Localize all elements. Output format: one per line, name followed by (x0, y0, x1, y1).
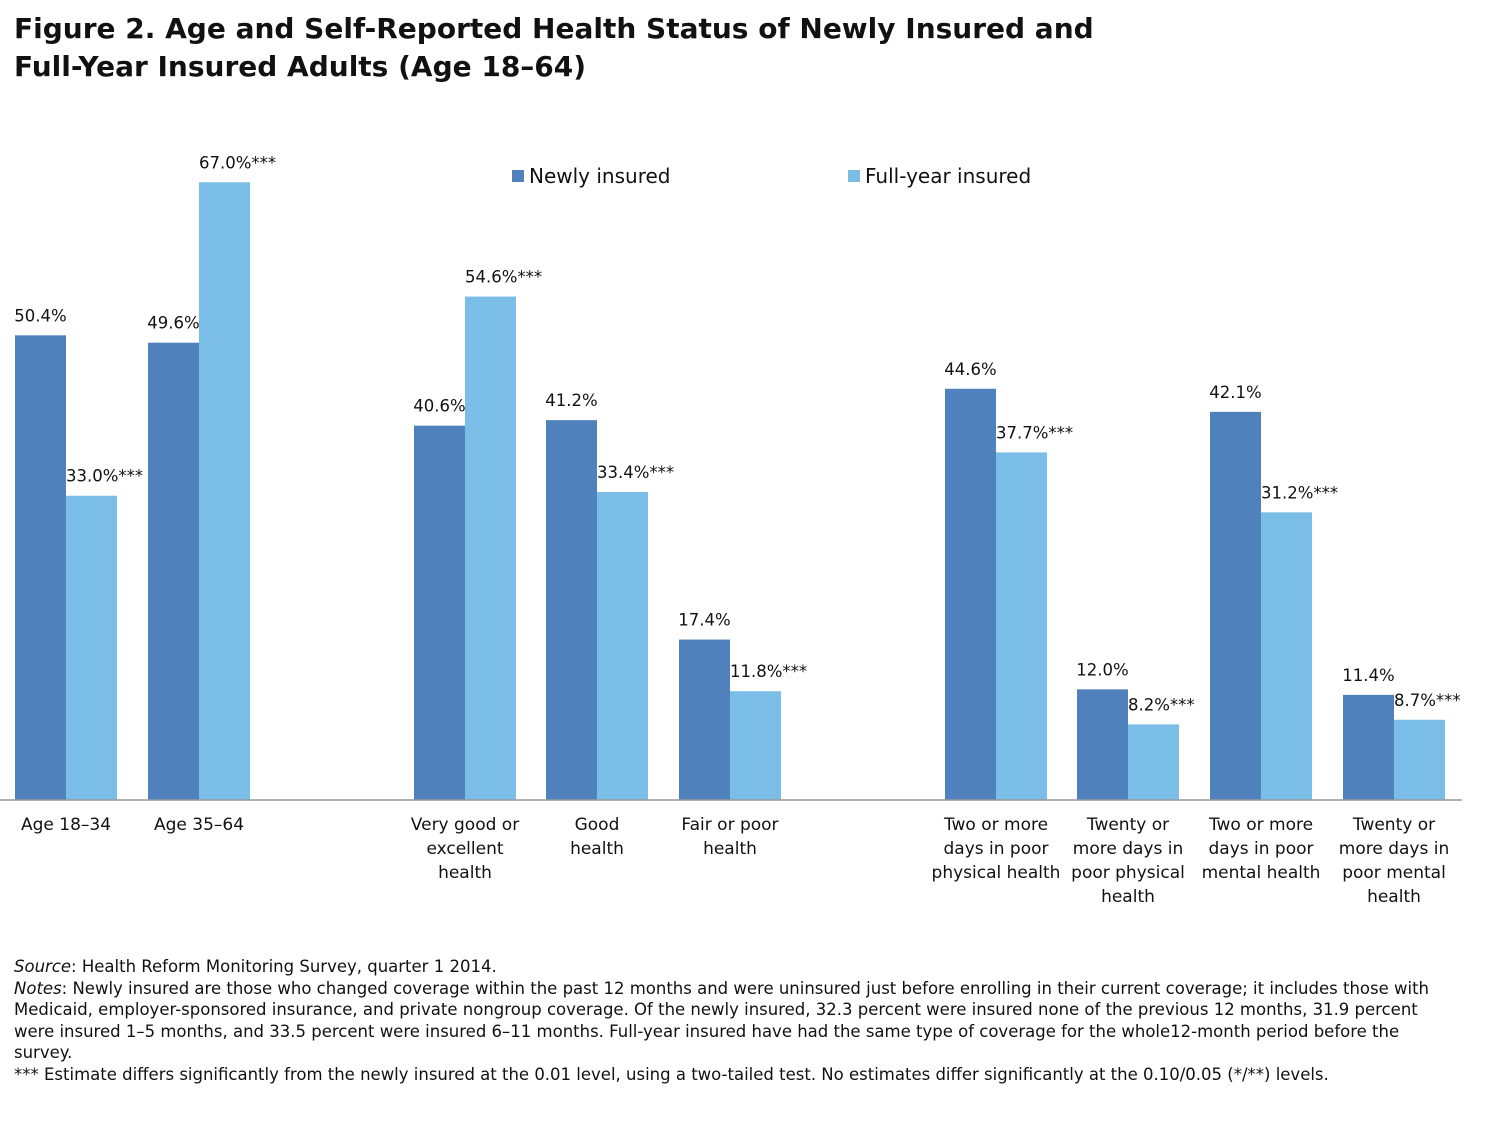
value-label-newly-9: 11.4% (1342, 666, 1394, 685)
chart-category-labels: Age 18–34 Age 35–64 Very good or excellent h… (21, 815, 1449, 907)
value-label-newly-5: 17.4% (678, 611, 730, 630)
category-label-line: Two or more (1208, 815, 1313, 835)
notes-label: Notes (14, 978, 62, 998)
source-text: : Health Reform Monitoring Survey, quart… (71, 957, 497, 976)
notes-text: : Newly insured are those who changed co… (14, 978, 1429, 1063)
bar-newly-4 (546, 420, 597, 800)
chart-title: Figure 2. Age and Self-Reported Health S… (14, 10, 1214, 86)
category-label-line: mental health (1202, 863, 1321, 883)
category-label-3: Very good or excellent health (411, 815, 519, 883)
category-label-line: more days in (1339, 839, 1449, 859)
bar-newly-2 (148, 342, 199, 800)
value-label-full-5: 11.8%*** (730, 662, 807, 681)
chart-bars (15, 182, 1445, 800)
bar-full-3 (465, 296, 516, 800)
category-label-9: Twenty or more days in poor mental health (1339, 815, 1449, 907)
category-label-line: Age 18–34 (21, 815, 111, 835)
category-label-line: health (1101, 887, 1155, 907)
category-label-line: health (703, 839, 757, 859)
value-label-newly-2: 49.6% (147, 314, 199, 333)
bar-newly-9 (1343, 694, 1394, 800)
category-label-line: Very good or (411, 815, 519, 835)
bar-full-9 (1394, 719, 1445, 800)
value-label-newly-6: 44.6% (944, 360, 996, 379)
bar-newly-7 (1077, 689, 1128, 800)
value-label-newly-4: 41.2% (545, 391, 597, 410)
category-label-line: Good (575, 815, 620, 835)
significance-note: *** Estimate differs significantly from … (14, 1064, 1329, 1084)
category-label-line: health (438, 863, 492, 883)
legend-swatch-newly (512, 170, 524, 182)
category-label-line: health (1367, 887, 1421, 907)
category-label-line: Twenty or (1086, 815, 1169, 835)
category-label-line: days in poor (1208, 839, 1313, 859)
value-label-full-7: 8.2%*** (1128, 695, 1195, 714)
value-label-newly-3: 40.6% (413, 397, 465, 416)
value-label-full-1: 33.0%*** (66, 467, 143, 486)
category-label-line: poor physical (1071, 863, 1185, 883)
value-label-full-8: 31.2%*** (1261, 483, 1338, 502)
chart-title-line-2: Full-Year Insured Adults (Age 18–64) (14, 50, 587, 83)
chart-footer: Source: Health Reform Monitoring Survey,… (14, 956, 1454, 1085)
bar-newly-5 (679, 639, 730, 800)
category-label-line: physical health (932, 863, 1061, 883)
category-label-line: Twenty or (1352, 815, 1435, 835)
value-label-newly-8: 42.1% (1209, 383, 1261, 402)
category-label-line: days in poor (943, 839, 1048, 859)
source-label: Source (14, 957, 72, 976)
bar-newly-6 (945, 388, 996, 800)
bar-full-8 (1261, 512, 1312, 800)
bar-full-4 (597, 492, 648, 800)
bar-chart: Newly insured Full-year insured 50.4% 33.0… (0, 153, 1462, 907)
value-label-newly-1: 50.4% (14, 306, 66, 325)
value-label-full-2: 67.0%*** (199, 153, 276, 172)
category-label-4: Good health (570, 815, 624, 859)
chart-value-labels: 50.4% 33.0%*** 49.6% 67.0%*** 40.6% 54.6%*** 4… (14, 153, 1460, 714)
category-label-6: Two or more days in poor physical health (932, 815, 1061, 883)
value-label-full-6: 37.7%*** (996, 423, 1073, 442)
category-label-line: Fair or poor (681, 815, 778, 835)
category-label-line: excellent (426, 839, 503, 859)
category-label-line: poor mental (1342, 863, 1446, 883)
bar-full-2 (199, 182, 250, 800)
category-label-7: Twenty or more days in poor physical health (1071, 815, 1185, 907)
bar-full-7 (1128, 724, 1179, 800)
legend-label-full: Full-year insured (865, 164, 1031, 188)
chart-title-line-1: Figure 2. Age and Self-Reported Health S… (14, 12, 1094, 45)
category-label-line: Age 35–64 (154, 815, 244, 835)
notes: Notes: Newly insured are those who chang… (14, 978, 1454, 1064)
category-label-8: Two or more days in poor mental health (1202, 815, 1321, 883)
category-label-5: Fair or poor health (681, 815, 778, 859)
value-label-full-4: 33.4%*** (597, 463, 674, 482)
bar-full-1 (66, 495, 117, 800)
legend-label-newly: Newly insured (529, 164, 670, 188)
category-label-line: health (570, 839, 624, 859)
bar-full-6 (996, 452, 1047, 800)
category-label-1: Age 18–34 (21, 815, 111, 835)
bar-newly-3 (414, 425, 465, 800)
bar-newly-1 (15, 335, 66, 800)
value-label-full-3: 54.6%*** (465, 268, 542, 287)
bar-full-5 (730, 691, 781, 800)
source-note: Source: Health Reform Monitoring Survey,… (14, 956, 1454, 978)
value-label-full-9: 8.7%*** (1394, 691, 1461, 710)
category-label-line: Two or more (943, 815, 1048, 835)
bar-newly-8 (1210, 411, 1261, 800)
value-label-newly-7: 12.0% (1076, 660, 1128, 679)
legend-swatch-full (848, 170, 860, 182)
category-label-2: Age 35–64 (154, 815, 244, 835)
category-label-line: more days in (1073, 839, 1183, 859)
chart-legend: Newly insured Full-year insured (512, 164, 1031, 188)
